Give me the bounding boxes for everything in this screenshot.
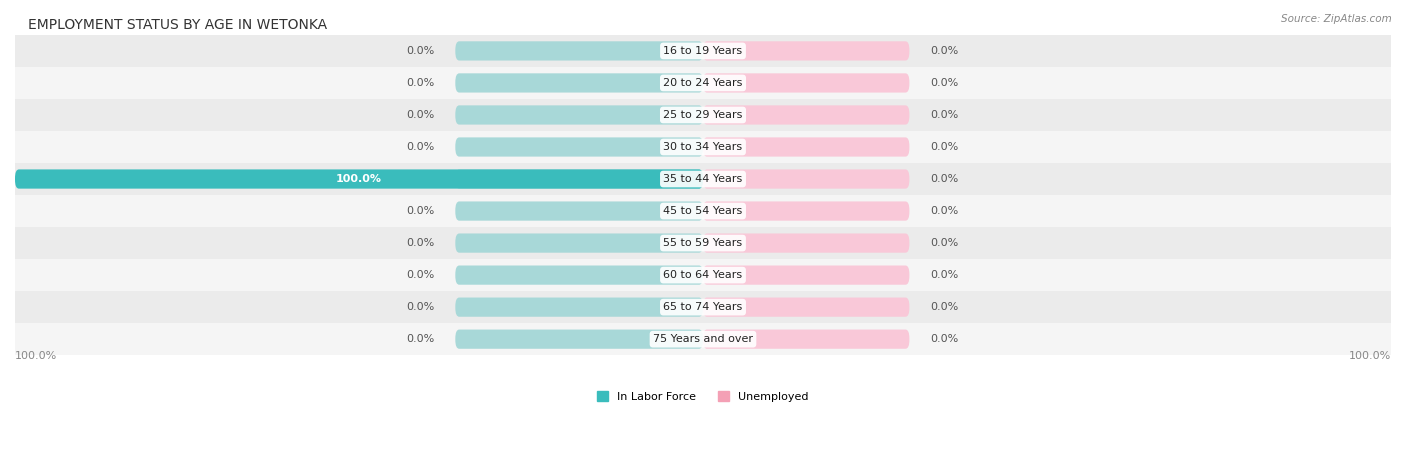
FancyBboxPatch shape: [456, 169, 703, 189]
Text: Source: ZipAtlas.com: Source: ZipAtlas.com: [1281, 14, 1392, 23]
FancyBboxPatch shape: [703, 329, 910, 349]
Text: 0.0%: 0.0%: [929, 238, 959, 248]
Text: 0.0%: 0.0%: [929, 78, 959, 88]
Text: 16 to 19 Years: 16 to 19 Years: [664, 46, 742, 56]
Bar: [15, 195, 1391, 227]
Text: EMPLOYMENT STATUS BY AGE IN WETONKA: EMPLOYMENT STATUS BY AGE IN WETONKA: [28, 18, 328, 32]
FancyBboxPatch shape: [456, 137, 703, 157]
FancyBboxPatch shape: [456, 297, 703, 317]
FancyBboxPatch shape: [703, 105, 910, 125]
FancyBboxPatch shape: [703, 234, 910, 253]
Bar: [15, 259, 1391, 291]
FancyBboxPatch shape: [456, 266, 703, 285]
FancyBboxPatch shape: [456, 329, 703, 349]
FancyBboxPatch shape: [456, 41, 703, 61]
Bar: [15, 323, 1391, 355]
Bar: [15, 227, 1391, 259]
Text: 0.0%: 0.0%: [406, 238, 434, 248]
Text: 0.0%: 0.0%: [406, 206, 434, 216]
Text: 100.0%: 100.0%: [336, 174, 382, 184]
Text: 0.0%: 0.0%: [929, 270, 959, 280]
Legend: In Labor Force, Unemployed: In Labor Force, Unemployed: [593, 386, 813, 406]
Text: 100.0%: 100.0%: [15, 351, 58, 361]
Text: 0.0%: 0.0%: [929, 206, 959, 216]
FancyBboxPatch shape: [456, 234, 703, 253]
Text: 0.0%: 0.0%: [929, 174, 959, 184]
Text: 35 to 44 Years: 35 to 44 Years: [664, 174, 742, 184]
Text: 0.0%: 0.0%: [406, 110, 434, 120]
Text: 100.0%: 100.0%: [1348, 351, 1391, 361]
FancyBboxPatch shape: [703, 169, 910, 189]
Text: 0.0%: 0.0%: [406, 46, 434, 56]
Text: 55 to 59 Years: 55 to 59 Years: [664, 238, 742, 248]
Text: 0.0%: 0.0%: [406, 302, 434, 312]
Bar: [15, 291, 1391, 323]
Text: 0.0%: 0.0%: [406, 270, 434, 280]
Text: 75 Years and over: 75 Years and over: [652, 334, 754, 344]
FancyBboxPatch shape: [703, 297, 910, 317]
Bar: [15, 131, 1391, 163]
Text: 0.0%: 0.0%: [929, 302, 959, 312]
FancyBboxPatch shape: [456, 73, 703, 93]
Text: 60 to 64 Years: 60 to 64 Years: [664, 270, 742, 280]
Text: 0.0%: 0.0%: [929, 110, 959, 120]
Text: 20 to 24 Years: 20 to 24 Years: [664, 78, 742, 88]
Bar: [15, 67, 1391, 99]
FancyBboxPatch shape: [703, 202, 910, 220]
Bar: [15, 99, 1391, 131]
FancyBboxPatch shape: [703, 137, 910, 157]
Text: 30 to 34 Years: 30 to 34 Years: [664, 142, 742, 152]
Bar: [15, 163, 1391, 195]
FancyBboxPatch shape: [15, 169, 703, 189]
Text: 0.0%: 0.0%: [406, 78, 434, 88]
Text: 25 to 29 Years: 25 to 29 Years: [664, 110, 742, 120]
FancyBboxPatch shape: [703, 73, 910, 93]
FancyBboxPatch shape: [456, 202, 703, 220]
Text: 45 to 54 Years: 45 to 54 Years: [664, 206, 742, 216]
FancyBboxPatch shape: [456, 105, 703, 125]
Text: 0.0%: 0.0%: [406, 142, 434, 152]
FancyBboxPatch shape: [703, 266, 910, 285]
Text: 0.0%: 0.0%: [406, 334, 434, 344]
Text: 0.0%: 0.0%: [929, 334, 959, 344]
Text: 0.0%: 0.0%: [929, 142, 959, 152]
Text: 65 to 74 Years: 65 to 74 Years: [664, 302, 742, 312]
Text: 0.0%: 0.0%: [929, 46, 959, 56]
Bar: [15, 35, 1391, 67]
FancyBboxPatch shape: [703, 41, 910, 61]
